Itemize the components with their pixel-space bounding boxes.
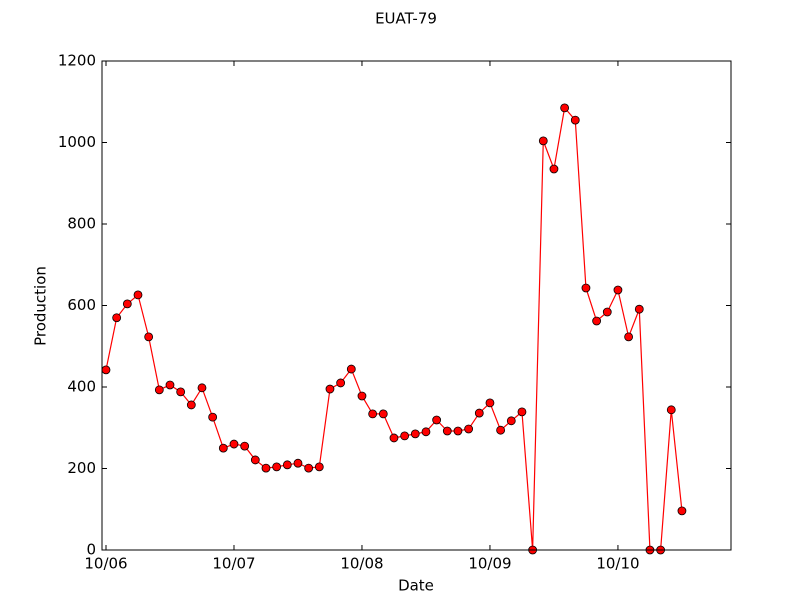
x-axis-label: Date bbox=[398, 577, 434, 595]
marker bbox=[144, 332, 154, 342]
plot-frame bbox=[101, 60, 732, 551]
marker bbox=[378, 409, 388, 419]
marker bbox=[506, 416, 516, 426]
x-tick-label: 10/07 bbox=[212, 555, 255, 573]
marker bbox=[485, 398, 495, 408]
marker bbox=[442, 426, 452, 436]
x-tick-label: 10/08 bbox=[340, 555, 383, 573]
x-tick-label: 10/10 bbox=[596, 555, 639, 573]
marker bbox=[250, 455, 260, 465]
marker bbox=[613, 285, 623, 295]
marker bbox=[624, 332, 634, 342]
marker bbox=[592, 316, 602, 326]
marker bbox=[133, 290, 143, 300]
marker bbox=[400, 431, 410, 441]
marker bbox=[453, 426, 463, 436]
marker bbox=[432, 415, 442, 425]
marker bbox=[154, 385, 164, 395]
marker bbox=[176, 387, 186, 397]
y-tick-label: 1000 bbox=[58, 133, 96, 151]
marker bbox=[496, 425, 506, 435]
marker bbox=[325, 384, 335, 394]
marker bbox=[538, 136, 548, 146]
marker bbox=[602, 307, 612, 317]
y-axis-label: Production bbox=[32, 266, 50, 346]
marker bbox=[261, 463, 271, 473]
y-tick-label: 600 bbox=[67, 296, 96, 314]
marker bbox=[634, 304, 644, 314]
marker bbox=[389, 433, 399, 443]
y-tick-label: 0 bbox=[86, 541, 96, 559]
marker bbox=[101, 365, 111, 375]
marker bbox=[474, 408, 484, 418]
marker bbox=[517, 407, 527, 417]
marker bbox=[666, 405, 676, 415]
marker bbox=[240, 441, 250, 451]
marker bbox=[336, 378, 346, 388]
y-tick-label: 1200 bbox=[58, 52, 96, 70]
marker bbox=[112, 313, 122, 323]
marker bbox=[677, 506, 687, 516]
chart-title: EUAT-79 bbox=[375, 10, 437, 28]
marker bbox=[357, 391, 367, 401]
marker bbox=[560, 103, 570, 113]
marker bbox=[570, 115, 580, 125]
marker bbox=[218, 443, 228, 453]
x-tick-label: 10/09 bbox=[468, 555, 511, 573]
marker bbox=[581, 283, 591, 293]
x-tick-label: 10/06 bbox=[84, 555, 127, 573]
y-tick-label: 800 bbox=[67, 215, 96, 233]
marker bbox=[208, 412, 218, 422]
marker bbox=[549, 164, 559, 174]
y-tick-label: 400 bbox=[67, 378, 96, 396]
marker bbox=[229, 439, 239, 449]
marker bbox=[197, 383, 207, 393]
marker bbox=[165, 380, 175, 390]
y-tick-label: 200 bbox=[67, 459, 96, 477]
marker bbox=[304, 463, 314, 473]
marker bbox=[368, 409, 378, 419]
marker bbox=[421, 427, 431, 437]
marker bbox=[122, 299, 132, 309]
marker bbox=[186, 400, 196, 410]
marker bbox=[464, 424, 474, 434]
marker bbox=[346, 364, 356, 374]
marker bbox=[293, 458, 303, 468]
marker bbox=[314, 462, 324, 472]
marker bbox=[410, 429, 420, 439]
marker bbox=[272, 462, 282, 472]
marker bbox=[282, 460, 292, 470]
